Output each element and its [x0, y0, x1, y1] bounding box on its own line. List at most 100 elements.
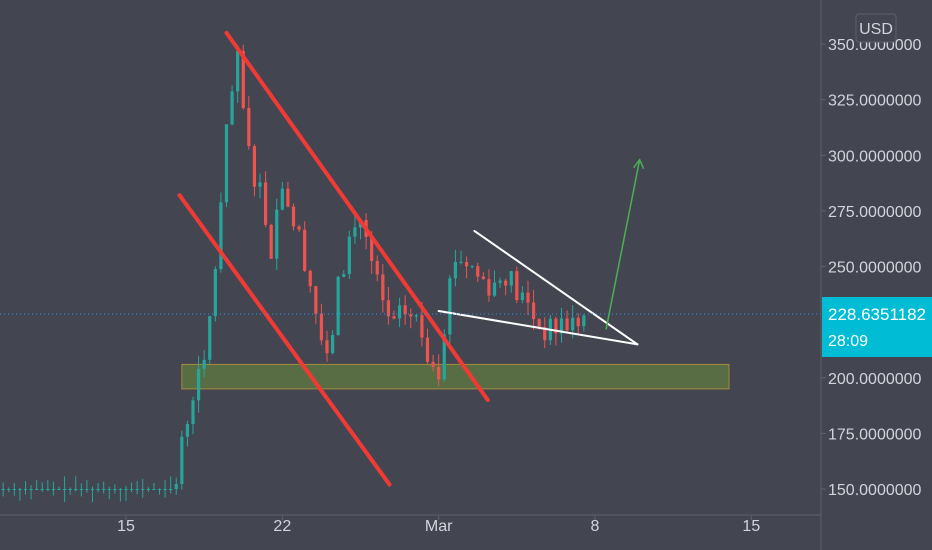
- candle-body: [559, 318, 564, 334]
- candle-body: [464, 261, 469, 267]
- candle-body: [420, 315, 424, 338]
- breakout-arrow-line: [605, 158, 641, 330]
- price-label-value: 228.6351182: [828, 305, 926, 324]
- candle-body: [280, 188, 284, 210]
- candle-body: [509, 271, 513, 286]
- candle-body: [157, 489, 162, 490]
- candle-body: [303, 229, 307, 271]
- channel-upper-line: [224, 30, 490, 402]
- candle-body: [252, 146, 257, 187]
- candle-body: [18, 489, 22, 490]
- candle-body: [107, 489, 111, 490]
- candle-body: [202, 359, 206, 369]
- candle-body: [96, 489, 100, 490]
- candles-layer: [1, 44, 586, 503]
- candle-body: [397, 305, 402, 319]
- drawings-layer: [177, 30, 645, 487]
- candle-body: [476, 266, 480, 277]
- price-tick-label: 200.0000000: [828, 371, 922, 388]
- candle-body: [414, 315, 418, 317]
- candle-body: [386, 300, 391, 317]
- candle-body: [68, 489, 72, 490]
- price-tick-label: 325.0000000: [828, 93, 922, 110]
- candle-body: [180, 436, 184, 484]
- candle-body: [51, 489, 56, 490]
- candle-body: [498, 280, 502, 283]
- candle-body: [118, 489, 123, 490]
- price-label-box: [822, 297, 932, 357]
- price-tick-label: 250.0000000: [828, 260, 922, 277]
- candle-body: [124, 489, 128, 490]
- candle-body: [314, 286, 318, 314]
- candle-body: [319, 313, 324, 341]
- candle-body: [336, 276, 340, 335]
- candle-body: [113, 489, 117, 490]
- candle-body: [213, 269, 217, 317]
- candle-body: [85, 489, 89, 490]
- candle-body: [12, 489, 16, 490]
- candle-body: [135, 489, 139, 490]
- currency-button[interactable]: USD: [855, 13, 897, 43]
- candle-body: [565, 318, 569, 331]
- candle-body: [269, 224, 273, 259]
- candle-body: [459, 261, 463, 263]
- price-tick-label: 175.0000000: [828, 426, 922, 443]
- time-tick-label: 15: [117, 518, 135, 535]
- candle-body: [448, 278, 452, 335]
- candle-body: [57, 489, 61, 490]
- candle-body: [102, 489, 106, 490]
- price-label: 228.6351182 28:09: [822, 297, 932, 357]
- candle-body: [7, 489, 11, 490]
- candle-body: [46, 489, 50, 490]
- time-tick-label: Mar: [425, 518, 453, 535]
- candle-body: [74, 489, 78, 490]
- wedge-top-line: [473, 229, 639, 346]
- candle-body: [370, 236, 374, 261]
- time-tick-label: 15: [742, 518, 760, 535]
- candle-body: [141, 489, 145, 490]
- price-axis[interactable]: 150.0000000175.0000000200.0000000225.000…: [821, 37, 922, 499]
- candle-body: [191, 400, 195, 425]
- candle-body: [442, 334, 446, 380]
- candle-body: [29, 489, 33, 490]
- candle-body: [504, 280, 508, 286]
- candle-body: [286, 188, 290, 207]
- candle-body: [554, 318, 558, 334]
- time-axis[interactable]: 15 22 Mar 8 15: [117, 515, 760, 535]
- currency-button-box: [855, 13, 897, 43]
- candle-body: [431, 361, 435, 368]
- time-tick-label: 8: [591, 518, 600, 535]
- candle-body: [353, 227, 357, 237]
- candle-body: [520, 292, 525, 301]
- candle-body: [241, 50, 245, 109]
- candle-body: [531, 302, 536, 320]
- candle-body: [90, 489, 95, 490]
- support-zone-layer: [181, 363, 730, 390]
- candle-body: [543, 327, 547, 341]
- candle-body: [347, 236, 351, 275]
- price-tick-label: 150.0000000: [828, 482, 922, 499]
- candle-body: [325, 340, 329, 354]
- time-tick-label: 22: [273, 518, 291, 535]
- candle-body: [185, 424, 190, 437]
- candle-body: [236, 50, 240, 92]
- candle-body: [342, 274, 346, 277]
- candle-body: [582, 315, 586, 327]
- candle-body: [146, 489, 150, 490]
- candle-body: [481, 276, 485, 280]
- candle-body: [224, 124, 229, 203]
- candle-body: [163, 489, 167, 490]
- candle-body: [35, 489, 39, 490]
- candle-body: [40, 489, 44, 490]
- candle-body: [196, 368, 201, 401]
- candle-body: [381, 274, 385, 301]
- candle-body: [375, 260, 379, 275]
- candle-body: [409, 314, 413, 317]
- price-tick-label: 300.0000000: [828, 148, 922, 165]
- candle-body: [291, 206, 296, 227]
- candle-body: [23, 489, 28, 490]
- candle-body: [169, 489, 173, 490]
- candle-body: [275, 209, 279, 259]
